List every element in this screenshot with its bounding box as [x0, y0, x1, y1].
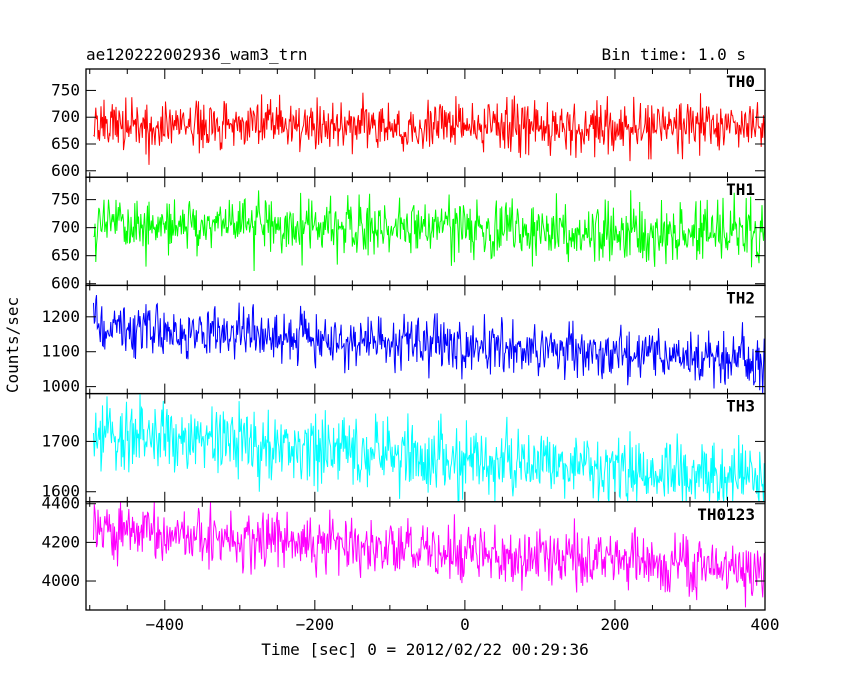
y-tick-label: 700: [51, 107, 80, 126]
chart-title: ae120222002936_wam3_trn: [86, 45, 308, 64]
y-tick-label: 600: [51, 161, 80, 180]
y-tick-label: 1700: [41, 431, 80, 450]
y-tick-label: 1200: [41, 307, 80, 326]
panel-frame-th2: [85, 284, 766, 395]
y-tick-label: 750: [51, 80, 80, 99]
y-tick-label: 1600: [41, 482, 80, 501]
y-tick-label: 1000: [41, 377, 80, 396]
y-tick-label: 650: [51, 134, 80, 153]
y-tick-label: 4000: [41, 571, 80, 590]
series-line-th3: [93, 393, 766, 503]
series-line-th2: [93, 295, 766, 394]
panel-label-th0: TH0: [726, 72, 755, 91]
x-tick-label: 400: [751, 615, 780, 634]
series-line-th0123: [93, 501, 766, 608]
y-tick-label: 700: [51, 218, 80, 237]
panels-group: 600 650 700 750 TH0 600 650 700 750 TH1 1000 1100 12…: [41, 68, 780, 634]
x-tick-label: 0: [460, 615, 470, 634]
panel-label-th0123: TH0123: [697, 505, 755, 524]
x-tick-label: −400: [146, 615, 185, 634]
y-tick-label: 750: [51, 190, 80, 209]
y-tick-label: 650: [51, 246, 80, 265]
panel-label-th3: TH3: [726, 397, 755, 416]
y-tick-label: 600: [51, 274, 80, 293]
bin-time-label: Bin time: 1.0 s: [602, 45, 747, 64]
y-tick-label: 4400: [41, 494, 80, 513]
panel-frame-th0123: [85, 501, 766, 611]
x-axis-label: Time [sec] 0 = 2012/02/22 00:29:36: [261, 640, 589, 659]
x-tick-label: −200: [296, 615, 335, 634]
series-line-th1: [93, 190, 766, 272]
panel-label-th1: TH1: [726, 180, 755, 199]
x-tick-label: 200: [600, 615, 629, 634]
panel-label-th2: TH2: [726, 288, 755, 307]
y-tick-label: 1100: [41, 342, 80, 361]
y-tick-label: 4200: [41, 532, 80, 551]
y-axis-label: Counts/sec: [3, 297, 22, 393]
series-line-th0: [93, 92, 766, 165]
